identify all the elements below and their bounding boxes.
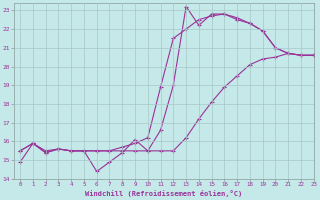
X-axis label: Windchill (Refroidissement éolien,°C): Windchill (Refroidissement éolien,°C) — [85, 190, 242, 197]
